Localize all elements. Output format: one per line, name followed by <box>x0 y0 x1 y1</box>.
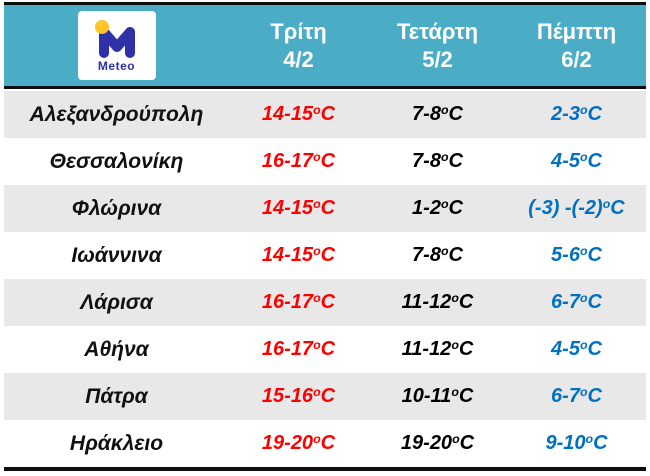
temp-tuesday: 14-15oC <box>261 244 336 266</box>
temp-tuesday: 16-17oC <box>261 338 336 360</box>
city-name: Θεσσαλονίκη <box>49 149 184 173</box>
table-body: Αλεξανδρούπολη 14-15oC 7-8oC 2-3oC Θεσσα… <box>4 91 646 467</box>
table-row: Φλώρινα 14-15oC 1-2oC (-3) -(-2)oC <box>4 185 646 232</box>
temp-thursday: 2-3oC <box>551 103 602 125</box>
day-date: 4/2 <box>283 46 314 72</box>
temp-thursday: 6-7oC <box>551 291 602 313</box>
column-header-tuesday: Τρίτη 4/2 <box>229 18 368 73</box>
header-logo-cell: Meteo <box>4 11 229 80</box>
city-name: Πάτρα <box>85 384 148 408</box>
temp-wednesday: 7-8oC <box>412 150 463 172</box>
temp-wednesday: 19-20oC <box>400 432 475 454</box>
table-row: Αθήνα 16-17oC 11-12oC 4-5oC <box>4 326 646 373</box>
temp-thursday: 4-5oC <box>551 338 602 360</box>
temp-tuesday: 15-16oC <box>261 385 336 407</box>
table-row: Θεσσαλονίκη 16-17oC 7-8oC 4-5oC <box>4 138 646 185</box>
temp-tuesday: 19-20oC <box>261 432 336 454</box>
temp-wednesday: 10-11oC <box>401 385 474 407</box>
temp-tuesday: 16-17oC <box>261 150 336 172</box>
temp-wednesday: 7-8oC <box>412 103 463 125</box>
column-header-wednesday: Τετάρτη 5/2 <box>368 18 507 73</box>
table-row: Λάρισα 16-17oC 11-12oC 6-7oC <box>4 279 646 326</box>
temp-wednesday: 11-12oC <box>401 338 474 360</box>
city-name: Ιωάννινα <box>71 243 162 267</box>
meteo-m-icon <box>94 20 135 58</box>
city-name: Φλώρινα <box>71 196 162 220</box>
table-row: Ηράκλειο 19-20oC 19-20oC 9-10oC <box>4 420 646 467</box>
bottom-border <box>4 467 646 471</box>
temp-thursday: 9-10oC <box>545 432 608 454</box>
day-name: Τρίτη <box>270 19 327 44</box>
day-name: Τετάρτη <box>396 19 479 44</box>
temp-thursday: (-3) -(-2)oC <box>528 197 625 219</box>
temp-wednesday: 1-2oC <box>412 197 463 219</box>
day-date: 6/2 <box>561 46 592 72</box>
temp-thursday: 4-5oC <box>551 150 602 172</box>
day-date: 5/2 <box>422 46 453 72</box>
temp-tuesday: 14-15oC <box>261 197 336 219</box>
city-name: Αλεξανδρούπολη <box>29 102 204 126</box>
sun-dot-icon <box>94 20 109 34</box>
temp-thursday: 5-6oC <box>551 244 602 266</box>
temp-wednesday: 11-12oC <box>401 291 474 313</box>
temp-thursday: 6-7oC <box>551 385 602 407</box>
logo-meteo-wordmark: Meteo <box>97 59 136 73</box>
table-row: Πάτρα 15-16oC 10-11oC 6-7oC <box>4 373 646 420</box>
meteo-logo: Meteo <box>77 11 156 80</box>
day-name: Πέμπτη <box>536 19 617 44</box>
column-header-thursday: Πέμπτη 6/2 <box>507 18 646 73</box>
table-row: Αλεξανδρούπολη 14-15oC 7-8oC 2-3oC <box>4 91 646 138</box>
table-row: Ιωάννινα 14-15oC 7-8oC 5-6oC <box>4 232 646 279</box>
temp-wednesday: 7-8oC <box>412 244 463 266</box>
city-name: Λάρισα <box>80 290 153 314</box>
city-name: Αθήνα <box>84 337 149 361</box>
table-header: Meteo Τρίτη 4/2 Τετάρτη 5/2 Πέμπτη 6/2 <box>4 2 646 89</box>
temp-tuesday: 16-17oC <box>261 291 336 313</box>
city-name: Ηράκλειο <box>69 431 164 455</box>
temp-tuesday: 14-15oC <box>261 103 336 125</box>
